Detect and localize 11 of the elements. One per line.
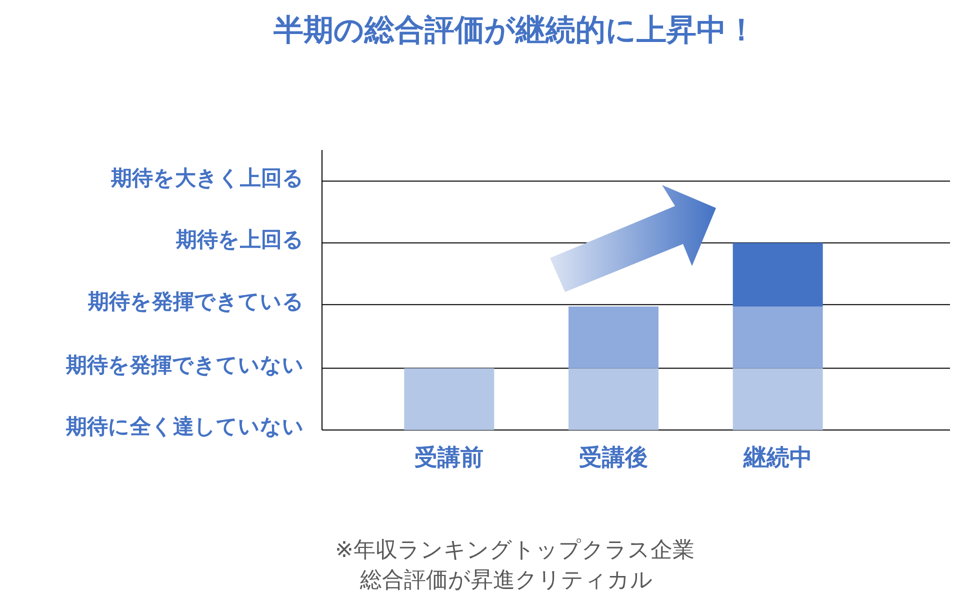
- ref-line-label: 期待に全く達していない: [65, 414, 304, 439]
- text: ※年収ランキングトップクラス企業: [335, 538, 694, 563]
- ref-line-label: 期待を発揮できている: [87, 289, 304, 314]
- x-tick-label: 継続中: [742, 445, 812, 471]
- x-tick-label: 受講後: [579, 445, 648, 471]
- ref-line-label: 期待を発揮できていない: [65, 352, 304, 377]
- x-tick-label: 受講前: [414, 445, 484, 471]
- text: 総合評価が昇進クリティカル: [359, 568, 653, 593]
- chart-title: 半期の総合評価が継続的に上昇中！: [272, 13, 756, 48]
- ref-line-label: 期待を大きく上回る: [110, 166, 304, 190]
- ref-line-label: 期待を上回る: [175, 228, 304, 252]
